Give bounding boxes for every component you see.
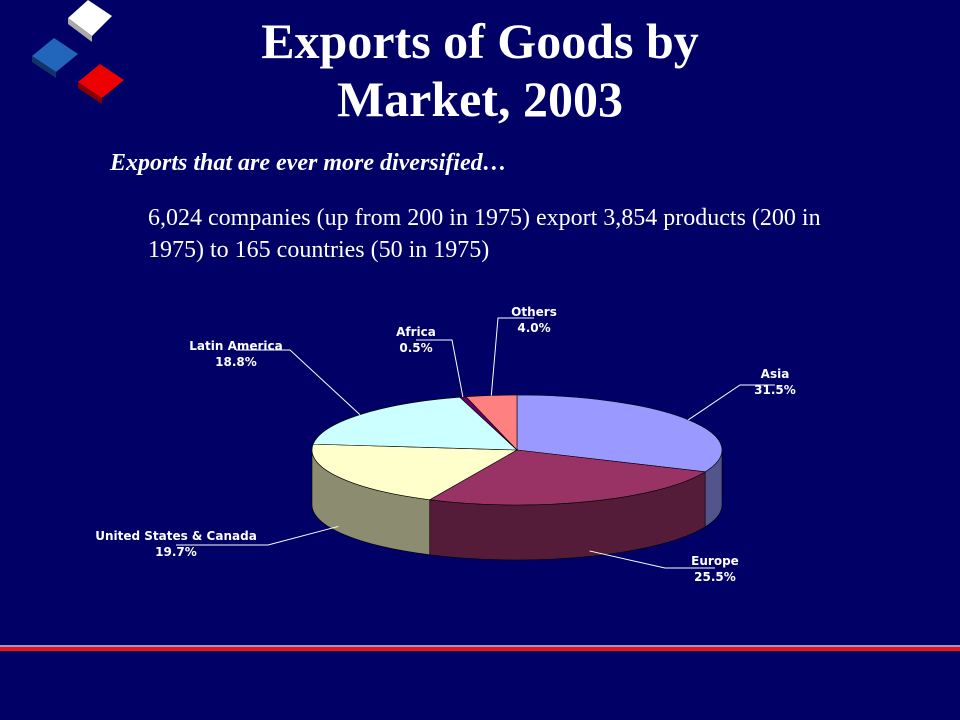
slice <box>428 449 707 506</box>
slice-label: Latin America <box>189 339 283 353</box>
body-text: 6,024 companies (up from 200 in 1975) ex… <box>148 205 821 263</box>
slice <box>311 443 519 501</box>
slice-label: Asia <box>761 367 790 381</box>
divider-light <box>0 645 960 647</box>
slice-value: 25.5% <box>694 570 736 584</box>
title: Exports of Goods by Market, 2003 <box>261 13 699 127</box>
slice-label: Others <box>511 305 557 319</box>
slice-label: United States & Canada <box>95 529 257 543</box>
leader-line <box>236 349 361 416</box>
leader-line <box>688 384 775 421</box>
slice-value: 19.7% <box>155 545 197 559</box>
slice-value: 0.5% <box>399 341 432 355</box>
slice-label: Europe <box>691 554 739 568</box>
subtitle: Exports that are ever more diversified… <box>110 150 507 176</box>
leader-line <box>416 339 464 398</box>
slice-value: 18.8% <box>215 355 257 369</box>
slice <box>312 396 518 451</box>
leader-line <box>490 317 534 396</box>
slice <box>516 394 723 473</box>
divider <box>0 647 960 651</box>
slice-label: Africa <box>396 325 436 339</box>
leader-line <box>589 550 715 569</box>
slice-value: 31.5% <box>754 383 796 397</box>
slice <box>465 394 518 451</box>
slice-value: 4.0% <box>517 321 550 335</box>
leader-line <box>176 525 339 546</box>
logo <box>32 0 124 104</box>
